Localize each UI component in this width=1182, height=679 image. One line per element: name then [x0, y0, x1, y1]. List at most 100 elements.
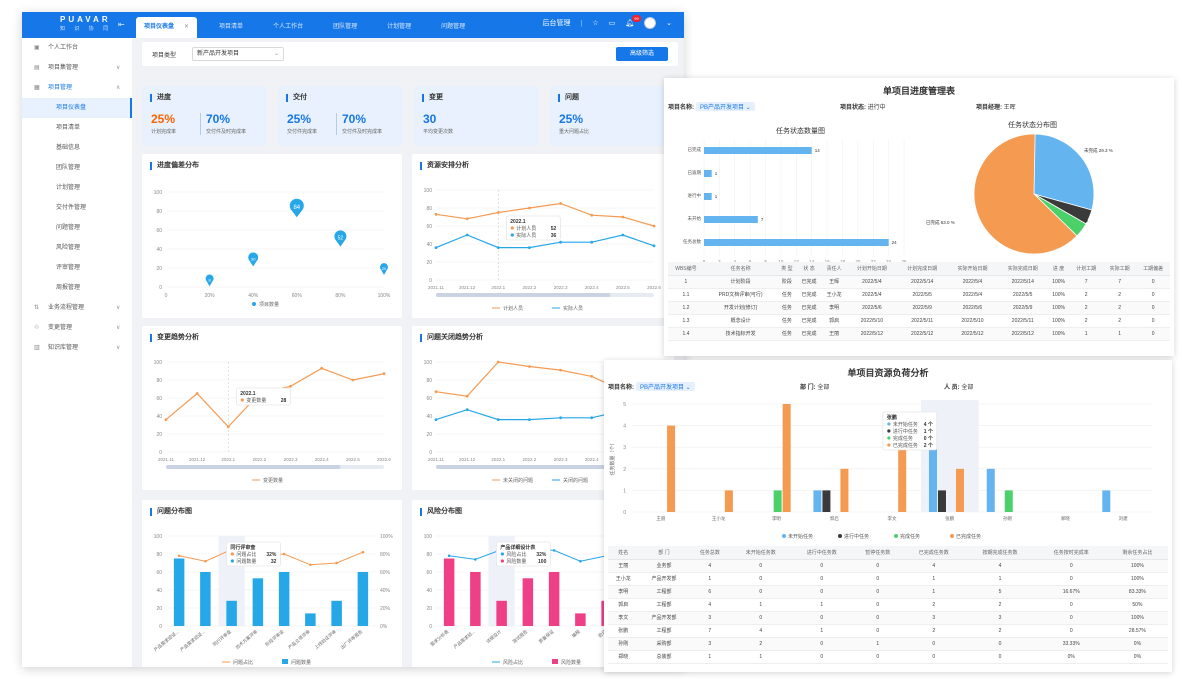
tab-项目仪表盘[interactable]: 项目仪表盘 ✕: [136, 17, 198, 38]
sidebar-item-项目仪表盘[interactable]: 项目仪表盘: [22, 98, 132, 118]
sidebar-item-团队管理[interactable]: 团队管理: [22, 158, 132, 178]
bar: [357, 572, 369, 626]
sidebar-item-label: 项目管理: [48, 85, 73, 91]
bar: [704, 239, 889, 246]
legend-dot: [782, 534, 786, 538]
x-tick-label: 12: [794, 259, 800, 264]
tab-问题管理[interactable]: 问题管理: [433, 17, 473, 38]
sidebar-item-基础信息[interactable]: 基础信息: [22, 138, 132, 158]
sidebar-item-计划管理[interactable]: 计划管理: [22, 178, 132, 198]
tooltip-dot: [230, 552, 234, 556]
x-tick-label: 张鹏: [945, 515, 954, 522]
sidebar-item-项目集管理[interactable]: ▤ 项目集管理 ∨: [22, 58, 132, 78]
admin-link[interactable]: 后台管理: [542, 20, 571, 27]
scatter-point: [248, 252, 259, 267]
sidebar-item-周报管理[interactable]: 周报管理: [22, 278, 132, 298]
x-tick-label: 验证: [597, 628, 609, 639]
table-cell: 2: [903, 624, 965, 638]
table-row[interactable]: 王小龙 产品开发部 1 0 0 0 1 1 0 100%: [608, 572, 1168, 586]
tooltip-label: 问题占比: [236, 551, 256, 558]
table-cell: 0: [1136, 301, 1170, 315]
pie-slice: [1033, 133, 1095, 211]
tab-项目清单[interactable]: 项目清单: [211, 17, 251, 38]
table-row[interactable]: 郭启 工程部 4 1 1 0 2 2 0 50%: [608, 598, 1168, 612]
bar: [470, 572, 481, 626]
data-point: [528, 246, 531, 249]
wbs-table: WBS编号 任务名称类 型状 态责任人 计划开始日期 计划完成日期 实际开始日期 实际完成…: [668, 262, 1170, 341]
y-tick-label: 100: [154, 360, 163, 366]
bell-icon[interactable]: 🔔︎ 99: [625, 15, 641, 27]
project-type-select[interactable]: 新产品开发项目 ⌄: [192, 47, 284, 61]
x-tick-label: 2022.2: [253, 457, 267, 462]
table-row[interactable]: 1.1 PRD文档评审(可行) 任务 已完成 王小龙 2022/5/4 2022/5/5 20…: [668, 288, 1170, 302]
table-row[interactable]: 李文 产品开发部 3 0 0 0 3 3 0 100%: [608, 611, 1168, 625]
data-point: [226, 425, 230, 429]
sidebar-item-风险管理[interactable]: 风险管理: [22, 238, 132, 258]
scatter-point: [334, 230, 347, 247]
table-row[interactable]: 王丽 业务部 4 0 0 0 4 4 0 100%: [608, 559, 1168, 573]
project-select[interactable]: PB产品开发项目 ⌄: [636, 382, 695, 391]
person-filter: 人 员: 全部: [944, 382, 973, 391]
y-tick-label: 4: [623, 424, 626, 430]
sidebar-item-业务流程管理[interactable]: ⇅ 业务流程管理 ∨: [22, 298, 132, 318]
star-icon[interactable]: ☆: [592, 20, 599, 27]
table-cell: 业务部: [638, 559, 690, 573]
sidebar-item-项目管理[interactable]: ▦ 项目管理 ∧: [22, 78, 132, 98]
tooltip-dot: [500, 552, 504, 556]
y-tick-label: 任务总数: [683, 238, 701, 245]
x-tick-label: 0: [165, 293, 168, 299]
table-row[interactable]: 孙刚 采购部 3 2 0 1 0 0 33.33% 0%: [608, 637, 1168, 651]
x-tick-label: 刘建: [1119, 515, 1128, 522]
x-tick-label: 40%: [248, 293, 259, 299]
table-row[interactable]: 张鹏 工程部 7 4 1 0 2 2 0 28.57%: [608, 624, 1168, 638]
table-cell: 2: [964, 598, 1036, 612]
tooltip-label: 风险占比: [506, 551, 526, 558]
tab-个人工作台[interactable]: 个人工作台: [265, 17, 311, 38]
x-tick-label: 质量保证: [537, 628, 556, 645]
column-header: 实际开始日期: [947, 262, 998, 276]
table-cell: 已完成: [796, 288, 822, 302]
data-point: [621, 233, 625, 237]
monitor-icon[interactable]: ▭: [608, 20, 616, 27]
table-row[interactable]: 郑晓 总装部 1 1 0 0 0 0 0% 0%: [608, 650, 1168, 664]
table-row[interactable]: 1.2 开发计划(修订) 任务 已完成 李明 2022/5/6 2022/5/9 2022/5…: [668, 301, 1170, 315]
table-cell: 孙刚: [608, 637, 639, 651]
table-cell: 已完成: [796, 301, 822, 315]
table-row[interactable]: 李明 工程部 6 0 0 0 1 5 16.67% 83.33%: [608, 585, 1168, 599]
panel-title: 问题分布图: [150, 508, 192, 516]
sidebar-item-项目清单[interactable]: 项目清单: [22, 118, 132, 138]
sidebar-item-个人工作台[interactable]: ▣ 个人工作台: [22, 38, 132, 58]
data-point: [590, 416, 594, 420]
sidebar-item-label: 变更管理: [48, 325, 73, 331]
y-tick-label: 40: [426, 242, 432, 248]
avatar[interactable]: [644, 17, 657, 29]
tooltip-label: 风险数量: [506, 558, 526, 565]
chevron-down-icon: ∨: [116, 325, 121, 331]
project-select[interactable]: PB产品开发项目 ⌄: [696, 102, 755, 111]
data-label: 1: [715, 171, 718, 176]
project-name: 项目名称: PB产品开发项目 ⌄: [668, 102, 755, 111]
table-row[interactable]: 1 计划阶段 阶段 已完成 王晖 2022/5/4 2022/5/14 2022/5/4 202…: [668, 275, 1170, 289]
table-row[interactable]: 1.3 概念设计 任务 已完成 郭启 2022/5/10 2022/5/11 2022/5/1…: [668, 314, 1170, 328]
sidebar-item-变更管理[interactable]: ♲ 变更管理 ∨: [22, 318, 132, 338]
close-icon[interactable]: ✕: [184, 24, 190, 30]
tab-计划管理[interactable]: 计划管理: [379, 17, 419, 38]
table-cell: 采购部: [638, 637, 690, 651]
sidebar-item-问题管理[interactable]: 问题管理: [22, 218, 132, 238]
table-row[interactable]: 1.4 技术指标开发 任务 已完成 王丽 2022/5/12 2022/5/12 2022/5…: [668, 327, 1170, 341]
sidebar-item-评审管理[interactable]: 评审管理: [22, 258, 132, 278]
sidebar-item-知识库管理[interactable]: ▥ 知识库管理 ∨: [22, 338, 132, 358]
advanced-filter-button[interactable]: 高级筛选: [616, 47, 668, 61]
collapse-menu-icon[interactable]: ⇤: [118, 20, 125, 29]
sidebar-item-交付件管理[interactable]: 交付件管理: [22, 198, 132, 218]
tab-团队管理[interactable]: 团队管理: [325, 17, 365, 38]
y-tick-label: 100: [154, 534, 163, 540]
table-cell: 2: [903, 598, 965, 612]
column-header: 实际完成日期: [997, 262, 1048, 276]
y-tick-label: 80: [426, 378, 432, 384]
table-cell: 2022/5/9: [997, 301, 1048, 315]
x-tick-label: 2022.2: [523, 457, 537, 462]
data-point: [652, 244, 656, 248]
chevron-down-icon[interactable]: ⌄: [666, 20, 672, 27]
column-header: 未开始任务数: [730, 546, 792, 560]
